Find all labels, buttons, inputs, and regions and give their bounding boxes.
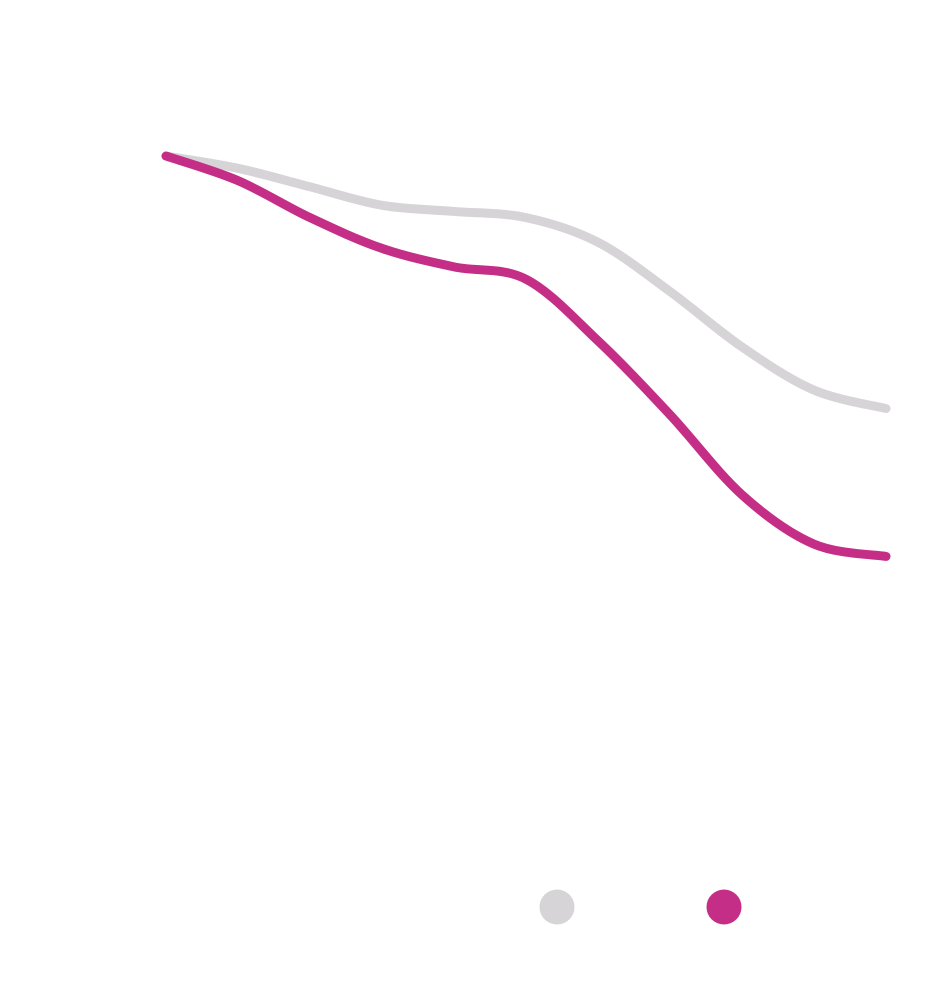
series-group bbox=[161, 151, 891, 561]
legend-marker-1[interactable] bbox=[539, 889, 575, 925]
legend-marker-2[interactable] bbox=[706, 889, 742, 925]
legend bbox=[539, 889, 742, 925]
series-line-2 bbox=[161, 151, 891, 561]
series-line-1 bbox=[161, 151, 891, 414]
